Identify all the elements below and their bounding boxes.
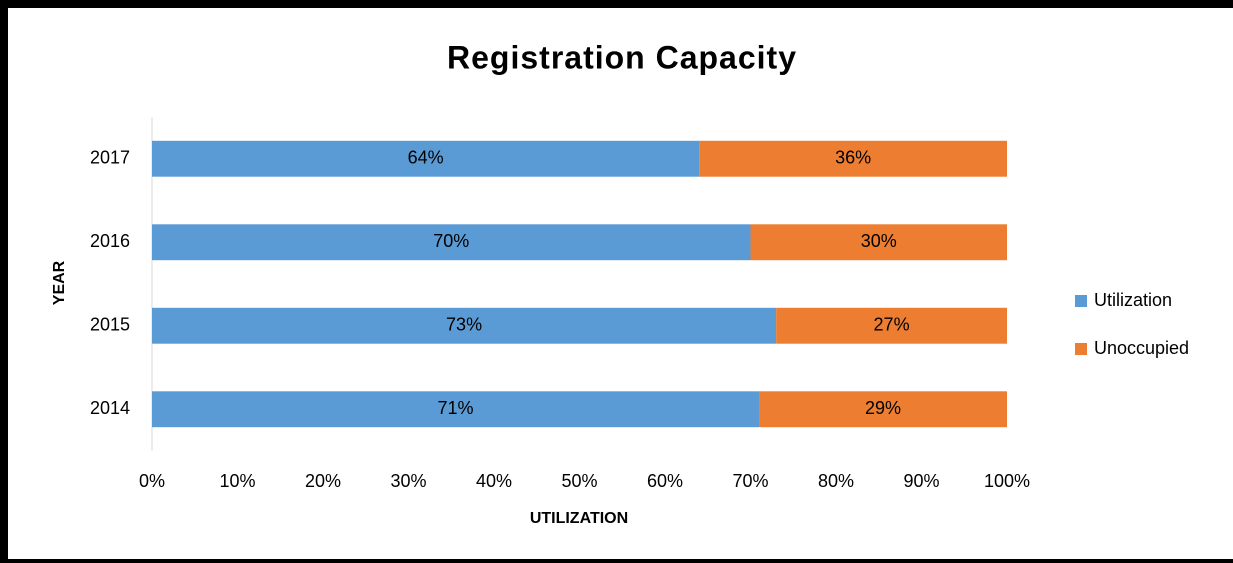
border-left (0, 0, 8, 563)
y-tick-label: 2016 (90, 231, 130, 251)
legend-label: Utilization (1094, 290, 1172, 310)
data-label: 29% (865, 398, 901, 418)
legend-swatch (1075, 295, 1087, 307)
x-tick-label: 60% (647, 471, 683, 491)
border-top (0, 0, 1233, 8)
y-tick-label: 2014 (90, 398, 130, 418)
border-bottom (0, 559, 1233, 563)
bar-segment (152, 391, 760, 428)
x-tick-label: 10% (219, 471, 255, 491)
y-axis-title: YEAR (51, 260, 68, 305)
x-tick-label: 80% (818, 471, 854, 491)
bar-segment (699, 140, 1007, 177)
y-tick-label: 2017 (90, 148, 130, 168)
bar-segment (152, 224, 751, 261)
x-tick-label: 30% (390, 471, 426, 491)
x-tick-label: 100% (984, 471, 1030, 491)
bar-segment (152, 140, 700, 177)
x-tick-label: 70% (732, 471, 768, 491)
data-label: 30% (861, 231, 897, 251)
data-label: 73% (446, 315, 482, 335)
data-label: 70% (433, 231, 469, 251)
bar-segment (750, 224, 1007, 261)
x-axis-title: UTILIZATION (530, 510, 628, 527)
bar-segment (152, 307, 777, 344)
x-tick-label: 0% (139, 471, 165, 491)
bar-segment (776, 307, 1007, 344)
data-label: 27% (874, 315, 910, 335)
x-tick-label: 40% (476, 471, 512, 491)
x-tick-label: 90% (903, 471, 939, 491)
data-label: 64% (408, 148, 444, 168)
data-label: 36% (835, 148, 871, 168)
y-tick-label: 2015 (90, 315, 130, 335)
x-tick-label: 20% (305, 471, 341, 491)
data-label: 71% (438, 398, 474, 418)
legend-label: Unoccupied (1094, 338, 1189, 358)
x-tick-label: 50% (561, 471, 597, 491)
bar-segment (759, 391, 1007, 428)
legend-swatch (1075, 343, 1087, 355)
chart-title: Registration Capacity (447, 39, 797, 75)
